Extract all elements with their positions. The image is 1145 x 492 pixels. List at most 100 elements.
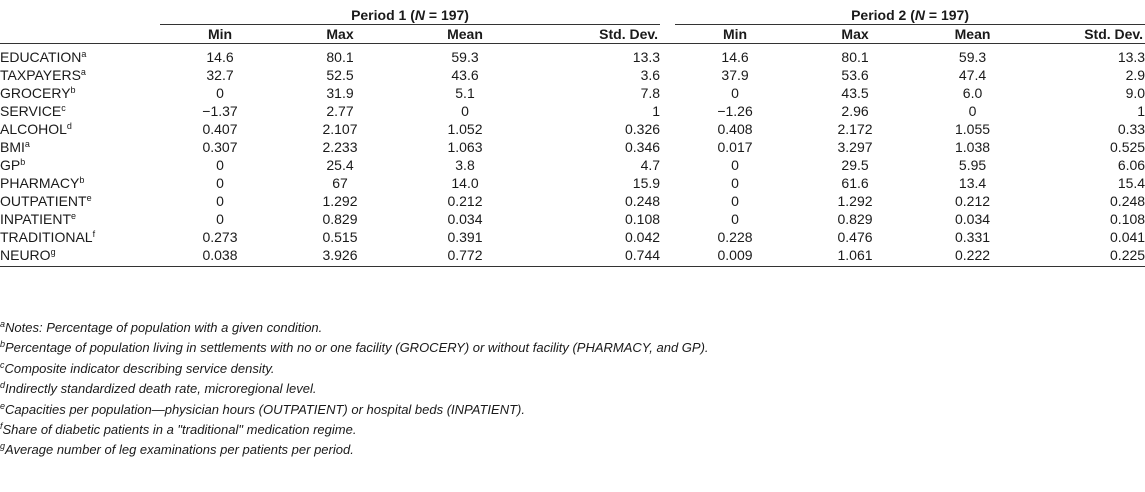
table-cell: 2.233	[322, 139, 358, 155]
table-cell: 1.292	[322, 193, 358, 209]
table-row: OUTPATIENTe 0 1.292 0.212 0.248 0 1.292 0.212 0.…	[0, 192, 1145, 210]
table-cell: −1.26	[717, 103, 753, 119]
table-cell: 0	[216, 85, 224, 101]
table-cell: 5.95	[958, 157, 987, 173]
row-label: OUTPATIENTe	[0, 193, 92, 209]
row-label: INPATIENTe	[0, 211, 77, 227]
footnote: gAverage number of leg examinations per …	[0, 441, 354, 458]
table-cell: 0.222	[915, 246, 1031, 267]
table-cell: 52.5	[326, 67, 354, 83]
table-cell: 2.107	[322, 121, 358, 137]
table-cell: 1.038	[955, 139, 991, 155]
table-row: PHARMACYb 0 67 14.0 15.9 0 61.6 13.4 15.4	[0, 174, 1145, 192]
table-cell: 80.1	[841, 49, 869, 65]
table-cell: 0.017	[717, 139, 753, 155]
table-cell: 13.3	[1117, 49, 1145, 65]
table-cell: 37.9	[721, 67, 749, 83]
table-cell: 0	[731, 157, 739, 173]
table-cell: 0	[731, 85, 739, 101]
table-cell: 7.8	[640, 85, 661, 101]
row-label: BMIa	[0, 139, 30, 155]
row-label: SERVICEc	[0, 103, 66, 119]
table-cell: 0.408	[717, 121, 753, 137]
col-header-std-dev: Std. Dev.	[530, 24, 661, 44]
table-cell: 13.4	[958, 175, 987, 191]
table-cell: −1.37	[202, 103, 238, 119]
table-cell: 6.06	[1117, 157, 1145, 173]
table-cell: 0.108	[1110, 211, 1145, 227]
footnote: aNotes: Percentage of population with a …	[0, 319, 323, 336]
table-cell: 14.0	[451, 175, 479, 191]
table-cell: 0	[461, 103, 469, 119]
table-cell: 59.3	[958, 49, 987, 65]
col-header-min: Min	[675, 24, 796, 44]
table-cell: 1.292	[837, 193, 873, 209]
table-cell: 0.407	[202, 121, 238, 137]
table-row: GPb 0 25.4 3.8 4.7 0 29.5 5.95 6.06	[0, 156, 1145, 174]
table-cell: 1	[652, 103, 661, 119]
footnote: cComposite indicator describing service …	[0, 359, 275, 376]
table-cell: 0.009	[675, 246, 796, 267]
table-cell: 1	[1137, 103, 1145, 119]
table-cell: 67	[332, 175, 348, 191]
row-label: GPb	[0, 157, 26, 173]
table-cell: 2.172	[837, 121, 873, 137]
table-row: NEUROg 0.038 3.926 0.772 0.744 0.009 1.061 0.22…	[0, 246, 1145, 267]
table-cell: 0	[216, 211, 224, 227]
table-row: EDUCATIONa 14.6 80.1 59.3 13.3 14.6 80.1 59.3 13…	[0, 44, 1145, 67]
table-cell: 0.476	[837, 229, 873, 245]
table-cell: 43.6	[451, 67, 479, 83]
table-cell: 0.212	[955, 193, 991, 209]
table-cell: 0	[216, 157, 224, 173]
table-cell: 14.6	[206, 49, 234, 65]
table-cell: 2.77	[326, 103, 354, 119]
col-header-std-dev: Std. Dev.	[1030, 24, 1145, 44]
table-cell: 0.038	[160, 246, 280, 267]
table-cell: 0.225	[1030, 246, 1145, 267]
period-1-header: Period 1 (N = 197)	[160, 6, 661, 25]
col-header-min: Min	[160, 24, 280, 44]
table-cell: 59.3	[451, 49, 479, 65]
table-cell: 0.326	[624, 121, 661, 137]
table-cell: 47.4	[958, 67, 987, 83]
row-label: NEUROg	[0, 246, 160, 267]
table-row: SERVICEc −1.37 2.77 0 1 −1.26 2.96 0 1	[0, 102, 1145, 120]
table-cell: 0.034	[955, 211, 991, 227]
table-cell: 80.1	[326, 49, 354, 65]
table-cell: 0.034	[447, 211, 483, 227]
table-cell: 3.6	[640, 67, 661, 83]
table-cell: 29.5	[841, 157, 869, 173]
footnote: fShare of diabetic patients in a "tradit…	[0, 420, 357, 437]
table-cell: 0.346	[624, 139, 661, 155]
table-cell: 15.9	[632, 175, 661, 191]
table-cell: 0	[968, 103, 977, 119]
row-label: EDUCATIONa	[0, 49, 87, 65]
period-2-header: Period 2 (N = 197)	[675, 6, 1145, 25]
footnote: dIndirectly standardized death rate, mic…	[0, 380, 317, 397]
table-cell: 0.248	[624, 193, 661, 209]
table-cell: 61.6	[841, 175, 869, 191]
table-cell: 6.0	[962, 85, 983, 101]
table-cell: 0.33	[1117, 121, 1145, 137]
table-cell: 32.7	[206, 67, 234, 83]
col-header-max: Max	[795, 24, 916, 44]
table-cell: 1.063	[447, 139, 483, 155]
descriptive-statistics-table: Period 1 (N = 197) Period 2 (N = 197) Mi…	[0, 6, 1145, 267]
footnote: bPercentage of population living in sett…	[0, 339, 709, 356]
table-cell: 3.297	[837, 139, 873, 155]
row-label: ALCOHOLd	[0, 121, 72, 137]
table-row: GROCERYb 0 31.9 5.1 7.8 0 43.5 6.0 9.0	[0, 84, 1145, 102]
table-row: INPATIENTe 0 0.829 0.034 0.108 0 0.829 0.034 0.1…	[0, 210, 1145, 228]
table-cell: 0.108	[624, 211, 661, 227]
table-cell: 14.6	[721, 49, 749, 65]
table-cell: 0.772	[400, 246, 530, 267]
table-cell: 0.273	[202, 229, 238, 245]
table-footnotes: aNotes: Percentage of population with a …	[0, 318, 1145, 461]
footnote: eCapacities per population—physician hou…	[0, 400, 525, 417]
table-cell: 3.8	[455, 157, 475, 173]
table-cell: 1.052	[447, 121, 483, 137]
table-cell: 0.744	[530, 246, 661, 267]
table-cell: 0.331	[955, 229, 991, 245]
table-row: ALCOHOLd 0.407 2.107 1.052 0.326 0.408 2.172 1.…	[0, 120, 1145, 138]
